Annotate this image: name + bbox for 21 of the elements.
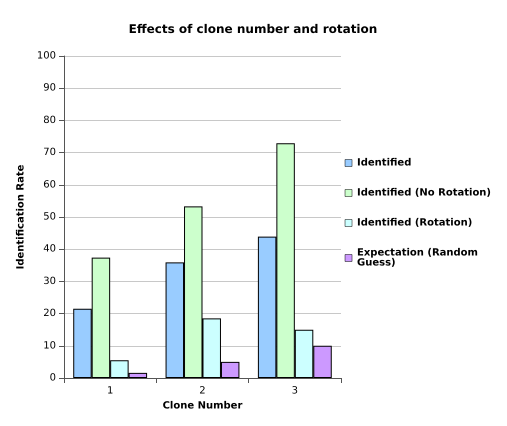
y-tick-label: 60: [43, 179, 56, 190]
y-tick-label: 30: [43, 276, 56, 287]
y-tick-label: 10: [43, 340, 56, 352]
y-tick-label: 80: [43, 114, 56, 126]
y-tick-label: 90: [43, 82, 56, 94]
x-tick-label: 3: [292, 386, 298, 396]
x-tick-label: 1: [106, 386, 114, 396]
legend-label: Expectation (Random Guess): [357, 248, 482, 268]
y-tick-label: 40: [43, 244, 56, 255]
y-tick-label: 100: [36, 50, 56, 62]
y-tick-label: 70: [43, 147, 56, 158]
chart-title: Effects of clone number and rotation: [128, 22, 378, 36]
legend-label: Identified (No Rotation): [357, 188, 492, 198]
x-axis-title: Clone Number: [162, 400, 242, 412]
y-axis-title: Identification Rate: [16, 164, 26, 270]
y-tick-label: 20: [43, 308, 56, 320]
legend-label: Identified: [357, 158, 412, 168]
x-tick-label: 2: [199, 386, 206, 396]
legend-label: Identified (Rotation): [357, 218, 472, 228]
y-tick-label: 50: [43, 212, 56, 222]
y-tick-label: 0: [50, 372, 56, 384]
